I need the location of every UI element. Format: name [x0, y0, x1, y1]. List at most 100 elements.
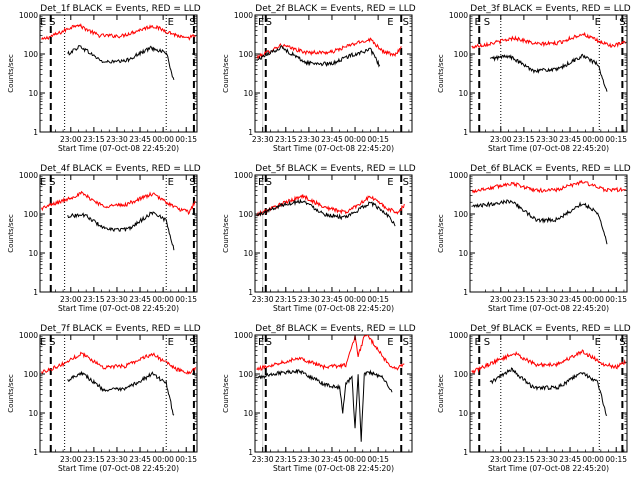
x-tick-label: 23:30	[298, 295, 320, 304]
event-marker: S	[266, 337, 272, 348]
x-tick-label: 23:30	[106, 295, 128, 304]
plot-title: Det_1f BLACK = Events, RED = LLD	[40, 4, 200, 14]
y-tick-label: 1000	[19, 331, 38, 340]
y-tick-label: 100	[454, 370, 469, 379]
event-marker: E	[387, 337, 393, 348]
y-tick-label: 10	[243, 89, 253, 98]
event-marker: E	[168, 177, 174, 188]
event-marker: S	[266, 177, 272, 188]
x-tick-label: 23:00	[490, 135, 512, 144]
x-tick-label: 23:00	[60, 135, 82, 144]
series-line	[41, 351, 196, 375]
x-tick-label: 23:45	[129, 295, 151, 304]
x-tick-label: 23:30	[106, 135, 128, 144]
event-marker: E	[475, 17, 481, 28]
x-axis-label: Start Time (07-Oct-08 22:45:20)	[273, 144, 394, 153]
y-axis-label: Counts/sec	[7, 54, 15, 93]
plot-panel: Det_9f BLACK = Events, RED = LLD 1 10 100 10…	[437, 324, 631, 473]
plot-title: Det_7f BLACK = Events, RED = LLD	[40, 324, 200, 334]
y-axis-label: Counts/sec	[437, 214, 445, 253]
plot-panel: Det_2f BLACK = Events, RED = LLD 1 10 100 10…	[222, 4, 416, 153]
event-marker: S	[403, 17, 409, 28]
plot-frame	[254, 334, 413, 453]
plot-panel: Det_4f BLACK = Events, RED = LLD 1 10 100 10…	[7, 164, 201, 313]
x-tick-label: 23:15	[275, 135, 297, 144]
y-tick-label: 10	[458, 409, 468, 418]
y-tick-label: 1000	[234, 331, 253, 340]
event-marker: E	[40, 17, 46, 28]
plot-area	[256, 335, 405, 452]
plot-frame	[39, 14, 198, 133]
x-tick-label: 00:15	[367, 135, 389, 144]
x-axis-label: Start Time (07-Oct-08 22:45:20)	[488, 304, 609, 313]
event-marker: E	[168, 337, 174, 348]
y-tick-label: 100	[454, 210, 469, 219]
x-axis-label: Start Time (07-Oct-08 22:45:20)	[273, 464, 394, 473]
plot-frame	[469, 14, 628, 133]
event-marker: E	[40, 337, 46, 348]
x-tick-label: 00:00	[344, 135, 366, 144]
plot-frame	[469, 334, 628, 453]
x-tick-label: 00:15	[175, 455, 197, 464]
event-marker: S	[189, 177, 195, 188]
y-tick-label: 10	[458, 249, 468, 258]
event-marker: S	[189, 337, 195, 348]
x-tick-label: 23:15	[513, 455, 535, 464]
event-marker: E	[475, 337, 481, 348]
y-axis-label: Counts/sec	[7, 214, 15, 253]
plot-title: Det_6f BLACK = Events, RED = LLD	[470, 164, 630, 174]
y-axis-label: Counts/sec	[222, 374, 230, 413]
event-marker: E	[387, 17, 393, 28]
event-marker: S	[484, 337, 490, 348]
series-line	[489, 53, 608, 92]
x-tick-label: 23:45	[129, 135, 151, 144]
x-tick-label: 00:15	[175, 135, 197, 144]
x-tick-label: 00:00	[582, 455, 604, 464]
x-tick-label: 23:15	[83, 295, 105, 304]
series-line	[471, 349, 626, 375]
event-marker: E	[595, 337, 601, 348]
y-axis-label: Counts/sec	[7, 374, 15, 413]
series-line	[471, 199, 608, 245]
x-tick-label: 23:00	[60, 295, 82, 304]
y-tick-label: 100	[239, 50, 254, 59]
x-tick-label: 23:15	[275, 295, 297, 304]
x-tick-label: 23:30	[106, 455, 128, 464]
y-tick-label: 1	[463, 288, 468, 297]
series-line	[67, 211, 175, 251]
y-axis-label: Counts/sec	[437, 374, 445, 413]
series-line	[67, 370, 175, 416]
x-tick-label: 23:00	[490, 295, 512, 304]
x-tick-label: 23:30	[536, 135, 558, 144]
x-tick-label: 23:30	[252, 135, 274, 144]
plot-title: Det_3f BLACK = Events, RED = LLD	[470, 4, 630, 14]
x-tick-label: 00:15	[367, 455, 389, 464]
event-marker: S	[403, 177, 409, 188]
plot-area	[256, 15, 403, 132]
x-tick-label: 23:15	[275, 455, 297, 464]
event-marker: S	[484, 17, 490, 28]
x-tick-label: 23:15	[513, 295, 535, 304]
x-tick-label: 00:00	[344, 455, 366, 464]
y-tick-label: 1000	[234, 11, 253, 20]
x-tick-label: 23:45	[559, 455, 581, 464]
y-tick-label: 1	[463, 448, 468, 457]
plot-title: Det_5f BLACK = Events, RED = LLD	[255, 164, 415, 174]
y-axis-label: Counts/sec	[437, 54, 445, 93]
x-axis-label: Start Time (07-Oct-08 22:45:20)	[58, 464, 179, 473]
y-tick-label: 100	[239, 370, 254, 379]
series-line	[41, 23, 196, 41]
plot-frame	[469, 174, 628, 293]
series-line	[256, 198, 396, 227]
event-marker: E	[258, 177, 264, 188]
y-tick-label: 10	[28, 89, 38, 98]
plot-area	[256, 175, 405, 292]
plot-area	[41, 15, 196, 132]
event-marker: S	[403, 337, 409, 348]
event-marker: S	[49, 177, 55, 188]
plot-title: Det_9f BLACK = Events, RED = LLD	[470, 324, 630, 334]
event-marker: E	[168, 17, 174, 28]
series-line	[471, 179, 626, 194]
